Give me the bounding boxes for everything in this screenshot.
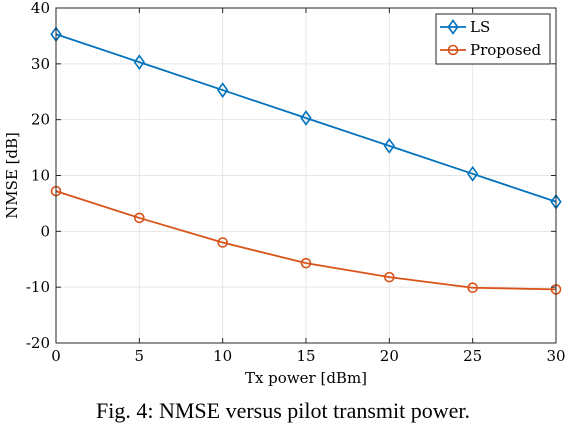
data-point (217, 237, 228, 248)
y-tick-label: -10 (26, 278, 50, 296)
x-tick-label: 5 (135, 347, 145, 365)
data-point (467, 165, 479, 182)
x-axis-label: Tx power [dBm] (245, 369, 367, 387)
tick-layer: 0 5 10 15 20 25 30 -20 -10 0 10 20 30 40 (26, 0, 566, 365)
data-point (217, 82, 229, 98)
x-tick-label: 10 (213, 347, 232, 365)
data-point (134, 212, 145, 224)
legend-marker (447, 44, 459, 56)
x-tick-label: 25 (463, 347, 482, 365)
data-point (383, 138, 395, 154)
data-point (467, 282, 478, 294)
legend: LS Proposed (435, 13, 551, 65)
x-tick-label: 30 (546, 347, 565, 365)
x-tick-label: 15 (296, 347, 315, 365)
y-tick-label: 40 (31, 0, 50, 17)
y-tick-label: 20 (31, 111, 50, 129)
series-proposed (50, 185, 562, 295)
data-point (384, 271, 395, 283)
data-point (300, 257, 312, 269)
series-line (55, 33, 557, 203)
legend-label: LS (470, 18, 490, 36)
y-tick-label: -20 (26, 334, 50, 352)
y-tick-label: 10 (31, 167, 50, 185)
series-line (55, 190, 557, 291)
data-point (133, 54, 145, 71)
legend-label: Proposed (470, 41, 542, 59)
data-point (300, 110, 312, 126)
series-layer (50, 26, 562, 295)
x-tick-label: 20 (380, 347, 399, 365)
x-tick-label: 0 (51, 347, 61, 365)
y-tick-label: 30 (31, 55, 50, 73)
figure-caption: Fig. 4: NMSE versus pilot transmit power… (96, 398, 470, 423)
legend-marker (447, 19, 459, 35)
y-tick-label: 0 (40, 222, 50, 240)
y-axis-label: NMSE [dB] (3, 132, 21, 219)
